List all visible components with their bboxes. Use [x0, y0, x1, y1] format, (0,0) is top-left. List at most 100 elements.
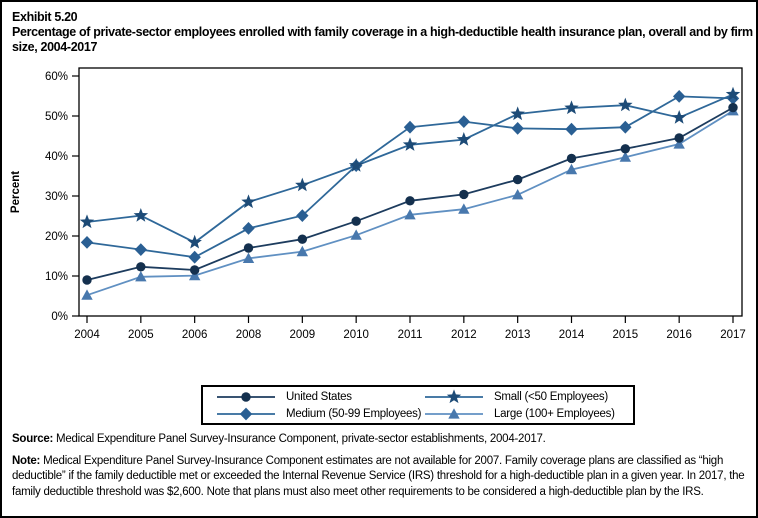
marker-medium-50-99-employees-2006 [188, 250, 201, 264]
x-tick-label: 2017 [720, 329, 746, 341]
marker-large-100-employees-2010 [350, 229, 362, 240]
marker-united-states-2016 [674, 133, 684, 143]
legend-item-large-100-employees: Large (100+ Employees) [423, 406, 631, 422]
legend-item-small-50-employees: Small (<50 Employees) [423, 388, 631, 405]
y-tick-label: 50% [45, 111, 68, 123]
legend-marker-star-icon [425, 388, 483, 403]
x-tick-label: 2009 [290, 329, 316, 341]
legend-label: Medium (50-99 Employees) [286, 407, 422, 420]
series-markers-small-50-employees [79, 86, 741, 249]
marker-united-states-2014 [566, 153, 577, 164]
x-tick-label: 2016 [666, 329, 692, 341]
marker-united-states-2006 [189, 265, 200, 275]
marker-large-100-employees-2012 [458, 203, 470, 214]
marker-small-50-employees-2017 [725, 86, 741, 101]
series-line-medium-50-99-employees [86, 95, 734, 259]
marker-medium-50-99-employees-2008 [242, 222, 255, 235]
marker-large-100-employees-2006 [188, 269, 201, 281]
marker-united-states-2012 [459, 189, 469, 200]
marker-medium-50-99-employees-2014 [565, 122, 578, 136]
x-tick-label: 2014 [559, 329, 585, 341]
marker-united-states-2009 [297, 234, 308, 244]
legend-grid: United States Small (<50 Employees) Medium… [203, 388, 633, 422]
source-note: Source: Medical Expenditure Panel Survey… [12, 432, 752, 447]
legend-star-glyph [446, 388, 462, 403]
note-label: Note: [12, 455, 41, 468]
marker-large-100-employees-2015 [619, 151, 632, 162]
legend-diamond-glyph [239, 407, 253, 420]
legend-item-medium-50-99-employees: Medium (50-99 Employees) [215, 406, 423, 422]
y-tick-label: 10% [45, 271, 68, 283]
legend-marker-triangle-icon [425, 407, 483, 419]
marker-small-50-employees-2016 [671, 110, 687, 124]
x-tick-label: 2015 [613, 329, 639, 341]
exhibit-label: Exhibit 5.20 [12, 10, 78, 24]
x-tick-label: 2011 [398, 329, 423, 341]
marker-small-50-employees-2006 [187, 234, 202, 249]
x-tick-label: 2004 [74, 329, 100, 341]
marker-medium-50-99-employees-2004 [80, 236, 94, 249]
legend-triangle-glyph [448, 407, 460, 419]
y-tick-label: 30% [45, 191, 68, 203]
plot-frame [78, 67, 743, 317]
y-axis: 0% 10% 20% 30% 40% 50% 60% [45, 71, 79, 323]
marker-small-50-employees-2012 [456, 132, 472, 146]
legend-marker-diamond-icon [217, 407, 275, 420]
marker-medium-50-99-employees-2005 [134, 243, 148, 256]
series-line-small-50-employees [86, 93, 734, 244]
marker-small-50-employees-2014 [564, 100, 579, 115]
legend-label: Small (<50 Employees) [494, 390, 608, 403]
marker-small-50-employees-2005 [133, 208, 149, 222]
marker-united-states-2013 [512, 174, 523, 185]
marker-large-100-employees-2013 [511, 189, 524, 200]
x-tick-label: 2006 [182, 329, 208, 341]
marker-large-100-employees-2011 [404, 209, 416, 220]
legend-marker-circle-icon [217, 391, 275, 402]
marker-large-100-employees-2005 [135, 271, 147, 282]
marker-small-50-employees-2013 [510, 106, 525, 121]
marker-medium-50-99-employees-2013 [511, 122, 524, 135]
marker-small-50-employees-2008 [241, 194, 256, 209]
source-text: Medical Expenditure Panel Survey-Insuran… [53, 433, 546, 445]
marker-united-states-2004 [82, 275, 92, 285]
title-block: Exhibit 5.20 Percentage of private-secto… [12, 10, 754, 54]
page-title: Percentage of private-sector employees e… [12, 24, 753, 54]
marker-united-states-2017 [728, 102, 738, 113]
footer: Source: Medical Expenditure Panel Survey… [12, 432, 752, 507]
note: Note: Medical Expenditure Panel Survey-I… [12, 454, 752, 500]
note-text: Medical Expenditure Panel Survey-Insuran… [12, 455, 745, 498]
series-markers-united-states [82, 102, 738, 285]
y-tick-label: 60% [45, 71, 68, 83]
x-tick-label: 2013 [505, 329, 531, 341]
x-axis: 2004 2005 2006 2008 2009 2010 2011 2012 2013 2014… [74, 316, 746, 341]
x-tick-label: 2005 [128, 329, 154, 341]
legend-label: United States [286, 390, 352, 403]
marker-united-states-2011 [405, 196, 415, 206]
marker-large-100-employees-2009 [296, 245, 309, 257]
source-label: Source: [12, 433, 54, 445]
marker-large-100-employees-2004 [81, 289, 93, 300]
legend-item-united-states: United States [215, 389, 423, 405]
marker-small-50-employees-2011 [402, 137, 418, 151]
marker-united-states-2015 [620, 144, 631, 154]
y-axis-title: Percent [10, 171, 22, 213]
legend-label: Large (100+ Employees) [494, 407, 615, 420]
marker-small-50-employees-2009 [295, 177, 310, 192]
marker-medium-50-99-employees-2015 [619, 120, 632, 134]
marker-united-states-2008 [243, 243, 254, 253]
marker-large-100-employees-2014 [565, 163, 578, 175]
marker-medium-50-99-employees-2016 [672, 90, 686, 103]
x-tick-label: 2010 [343, 329, 369, 341]
x-tick-label: 2012 [451, 329, 477, 341]
marker-medium-50-99-employees-2011 [403, 120, 417, 134]
marker-small-50-employees-2015 [618, 97, 633, 112]
y-tick-label: 0% [51, 311, 68, 323]
x-tick-label: 2008 [236, 329, 262, 341]
series-markers-medium-50-99-employees [80, 90, 740, 264]
legend-circle-glyph [241, 391, 251, 402]
series-markers-large-100-employees [81, 105, 739, 300]
marker-small-50-employees-2004 [79, 214, 95, 229]
marker-medium-50-99-employees-2009 [296, 209, 309, 222]
